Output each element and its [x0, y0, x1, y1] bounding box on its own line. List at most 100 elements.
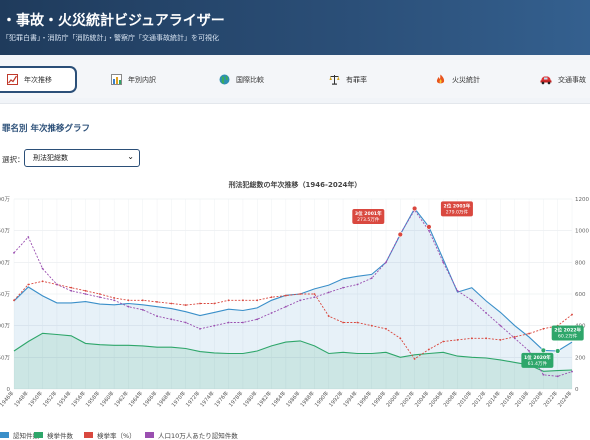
annotation-value: 273.5万件	[357, 216, 380, 223]
y-right-tick-label: 800	[575, 260, 586, 266]
legend-item[interactable]: 検挙件数	[34, 430, 73, 440]
data-point	[313, 293, 316, 295]
chart-legend: 認知件数 検挙件数 検挙率（%） 人口10万人あたり認知件数	[0, 429, 590, 440]
data-point	[242, 321, 244, 324]
y-left-tick-label: 100万	[0, 323, 10, 330]
tab-label: 年次推移	[24, 75, 52, 84]
crime-type-select[interactable]: 刑法犯総数 ⌄	[24, 149, 140, 167]
y-left-tick-label: 250万	[0, 228, 10, 235]
legend-item[interactable]: 認知件数	[0, 430, 39, 440]
x-tick-label: 1964年	[126, 389, 144, 408]
data-point	[327, 291, 330, 294]
data-point	[70, 289, 73, 292]
data-point	[385, 261, 387, 264]
app-header: ・事故・火災統計ビジュアライザー 「犯罪白書」・消防庁「消防統計」・警察庁「交通…	[0, 0, 590, 55]
series-line	[13, 332, 573, 372]
data-point	[442, 340, 445, 343]
data-point	[141, 299, 144, 302]
tab-label: 国際比較	[236, 75, 264, 84]
data-point	[156, 301, 158, 303]
x-tick-label: 1986年	[284, 389, 302, 408]
car-icon	[540, 74, 552, 86]
data-point	[370, 324, 373, 327]
tab-label: 交通事故	[558, 75, 586, 84]
x-tick-label: 1966年	[141, 389, 159, 408]
x-tick-label: 2002年	[398, 389, 416, 408]
data-point	[170, 302, 173, 305]
data-point	[556, 375, 559, 378]
tab-label: 火災統計	[452, 75, 480, 84]
data-point	[227, 321, 230, 324]
data-point	[242, 299, 244, 302]
x-tick-label: 1950年	[26, 389, 44, 408]
legend-item[interactable]: 人口10万人あたり認知件数	[145, 430, 238, 440]
data-point	[27, 236, 30, 238]
data-point	[528, 350, 530, 352]
x-tick-label: 1996年	[355, 389, 373, 408]
annotation-value: 279.0万件	[446, 208, 469, 215]
line-chart: 0050万200100万400150万600200万800250万1000300…	[0, 196, 589, 408]
data-point	[256, 299, 259, 302]
data-point	[542, 327, 545, 330]
bar-chart-icon	[110, 74, 122, 86]
y-right-tick-label: 1000	[575, 229, 589, 235]
data-point	[213, 302, 216, 305]
data-point	[356, 283, 359, 286]
x-tick-label: 1954年	[55, 389, 73, 408]
data-point	[98, 293, 101, 295]
y-left-tick-label: 300万	[0, 196, 10, 203]
data-point	[299, 293, 302, 295]
x-tick-label: 1998年	[370, 389, 388, 408]
data-point	[571, 370, 573, 373]
x-tick-label: 2024年	[556, 389, 574, 408]
data-point	[13, 251, 15, 254]
x-tick-label: 1988年	[298, 389, 316, 408]
data-point	[13, 299, 15, 302]
data-point	[213, 324, 216, 327]
data-point	[284, 294, 287, 297]
data-point	[127, 299, 130, 302]
tab-fire-stats[interactable]: 火災統計	[434, 66, 480, 93]
highlight-point	[554, 348, 561, 354]
x-tick-label: 1958年	[83, 389, 101, 408]
annotation-label: 3位 2001年	[355, 210, 382, 217]
x-tick-label: 2012年	[470, 389, 488, 408]
highlight-point	[426, 224, 432, 230]
data-point	[27, 283, 30, 286]
data-point	[542, 373, 545, 376]
data-point	[270, 296, 273, 299]
highlight-point	[540, 347, 547, 354]
section-title: 罪名別 年次推移グラフ	[2, 124, 90, 134]
data-point	[456, 339, 459, 341]
tab-international[interactable]: 国際比較	[218, 66, 264, 93]
x-tick-label: 2010年	[455, 389, 473, 408]
tab-traffic-accidents[interactable]: 交通事故	[540, 66, 586, 93]
data-point	[428, 229, 430, 232]
y-left-tick-label: 200万	[0, 259, 10, 266]
x-tick-label: 1972年	[184, 389, 202, 408]
x-tick-label: 1990年	[312, 389, 330, 408]
data-point	[342, 286, 344, 289]
scales-icon	[328, 74, 340, 86]
data-point	[299, 299, 302, 302]
chart-title: 刑法犯総数の年次推移（1946-2024年）	[228, 181, 362, 189]
highlight-point	[411, 205, 418, 212]
x-tick-label: 1956年	[69, 389, 87, 408]
data-point	[184, 304, 187, 306]
data-point	[184, 321, 187, 324]
x-tick-label: 2008年	[441, 389, 459, 408]
tab-yearly-trend[interactable]: 年次推移	[0, 66, 77, 93]
y-right-tick-label: 0	[575, 387, 579, 393]
globe-icon	[218, 74, 230, 86]
legend-swatch	[0, 432, 9, 438]
x-tick-label: 2004年	[413, 389, 431, 408]
data-point	[428, 348, 430, 351]
data-point	[513, 335, 516, 338]
annotation-box	[551, 325, 584, 341]
chart-icon	[6, 74, 18, 86]
tab-conviction-rate[interactable]: 有罪率	[328, 66, 367, 93]
legend-item[interactable]: 検挙率（%）	[84, 430, 136, 440]
fire-icon	[434, 74, 446, 86]
tab-yearly-breakdown[interactable]: 年別内訳	[110, 66, 156, 93]
series-line	[13, 207, 573, 352]
